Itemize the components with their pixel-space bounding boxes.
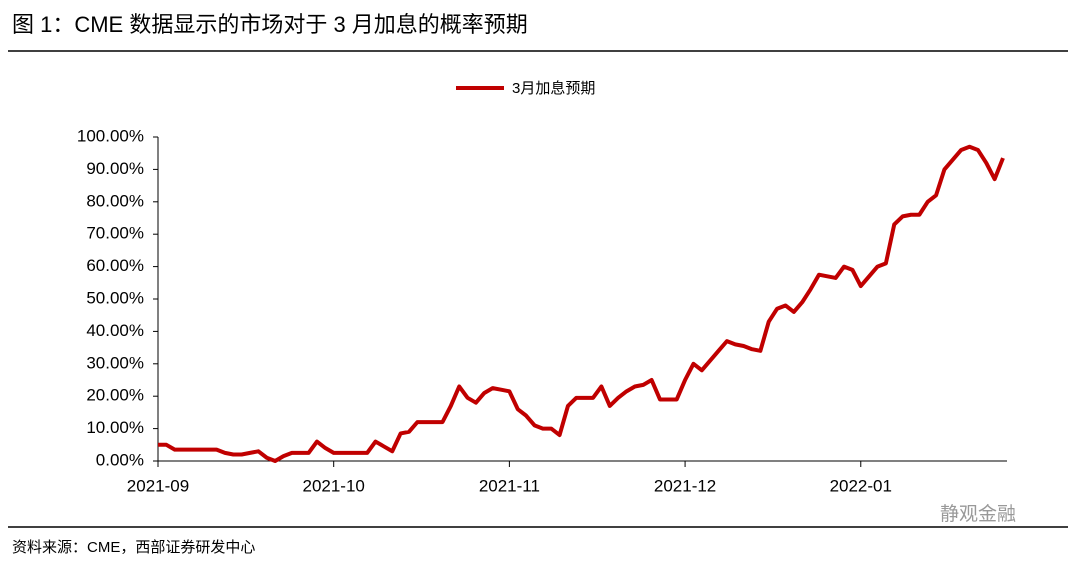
legend-label: 3月加息预期 [512, 80, 595, 97]
source-note: 资料来源：CME，西部证券研发中心 [12, 539, 255, 556]
series-line [158, 144, 1005, 463]
y-tick-label: 100.00% [77, 126, 144, 145]
y-tick-label: 60.00% [86, 256, 144, 275]
watermark: 静观金融 [940, 503, 1016, 525]
y-tick-label: 80.00% [86, 191, 144, 210]
y-tick-label: 10.00% [86, 418, 144, 437]
y-tick-label: 70.00% [86, 224, 144, 243]
y-tick-label: 40.00% [86, 321, 144, 340]
chart-title: 图 1：CME 数据显示的市场对于 3 月加息的概率预期 [12, 12, 528, 37]
x-tick-label: 2022-01 [830, 476, 892, 495]
y-tick-label: 90.00% [86, 159, 144, 178]
y-tick-label: 30.00% [86, 353, 144, 372]
y-tick-label: 20.00% [86, 386, 144, 405]
x-tick-label: 2021-12 [654, 476, 716, 495]
x-tick-label: 2021-10 [302, 476, 364, 495]
y-tick-label: 0.00% [96, 450, 144, 469]
y-tick-label: 50.00% [86, 288, 144, 307]
x-tick-label: 2021-09 [127, 476, 189, 495]
x-tick-label: 2021-11 [479, 476, 540, 495]
